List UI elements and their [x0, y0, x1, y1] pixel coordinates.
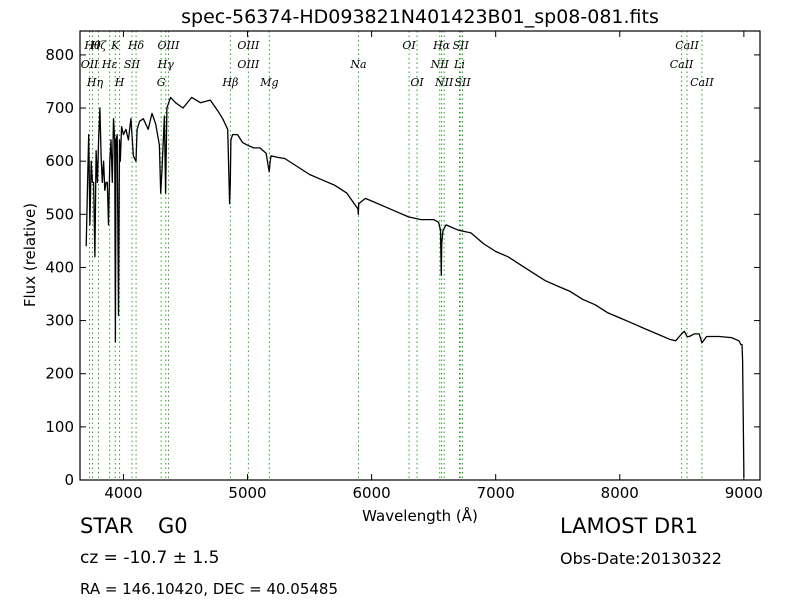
line-label-2-0: Hη — [86, 76, 104, 89]
y-tick-label-7: 700 — [45, 99, 74, 117]
line-label-13-1: OIII — [237, 58, 260, 71]
x-tick-label-4: 8000 — [601, 484, 639, 502]
y-tick-label-0: 0 — [64, 471, 74, 489]
line-label-13-0: OIII — [237, 39, 260, 52]
line-label-11-0: G — [157, 76, 166, 89]
x-tick-label-0: 4000 — [104, 484, 142, 502]
line-label-22-0: Li — [453, 58, 465, 71]
line-label-19-0: NII — [430, 58, 450, 71]
axes: 4000 5000 6000 7000 8000 9000 0 100 200 300 400 500… — [45, 31, 763, 502]
line-label-6-0: SII — [124, 58, 141, 71]
line-label-10-0: Hγ — [157, 58, 175, 71]
line-label-20-0: NII — [434, 76, 454, 89]
line-label-1-0: Hθ — [83, 39, 101, 52]
y-tick-label-6: 600 — [45, 152, 74, 170]
y-tick-label-1: 100 — [45, 418, 74, 436]
x-tick-label-5: 9000 — [725, 484, 763, 502]
y-axis-label: Flux (relative) — [21, 203, 39, 307]
line-label-7-0: H — [114, 76, 125, 89]
y-tick-label-4: 400 — [45, 258, 74, 276]
object-class: STAR — [80, 514, 134, 538]
line-label-9-0: OIII — [157, 39, 180, 52]
line-label-0-0: OII — [81, 58, 99, 71]
line-label-8-0: Hδ — [127, 39, 145, 52]
redshift-cz: cz = -10.7 ± 1.5 — [80, 548, 220, 568]
plot-area: OII Hθ Hη Hζ Hε K SII H Hδ OIII Hγ G Hβ OIII OIII Mg Na O… — [81, 31, 745, 480]
ra-dec-coordinates: RA = 146.10420, DEC = 40.05485 — [80, 580, 339, 598]
x-tick-label-3: 7000 — [477, 484, 515, 502]
spectrum-line — [85, 96, 745, 478]
plot-frame — [79, 30, 761, 481]
line-label-26-0: CaII — [690, 76, 714, 89]
y-tick-label-8: 800 — [45, 46, 74, 64]
line-label-5-0: K — [110, 39, 120, 52]
line-label-18-0: Hα — [432, 39, 451, 52]
line-label-15-0: Na — [349, 58, 366, 71]
line-label-21-0: SII — [453, 39, 470, 52]
y-tick-label-3: 300 — [45, 312, 74, 330]
line-label-14-0: Mg — [259, 76, 278, 89]
observation-date: Obs-Date:20130322 — [560, 549, 722, 568]
line-label-23-0: SII — [454, 76, 471, 89]
survey-name: LAMOST DR1 — [560, 514, 699, 538]
x-axis-label: Wavelength (Å) — [362, 506, 478, 525]
line-label-24-0: CaII — [675, 39, 699, 52]
x-tick-label-1: 5000 — [228, 484, 266, 502]
line-label-12-0: Hβ — [221, 76, 238, 89]
line-label-4-0: Hε — [101, 58, 118, 71]
line-label-3-0: Hζ — [90, 39, 108, 52]
line-label-17-0: OI — [410, 76, 424, 89]
y-tick-label-2: 200 — [45, 365, 74, 383]
x-tick-label-2: 6000 — [353, 484, 391, 502]
line-label-25-0: CaII — [670, 58, 694, 71]
y-tick-label-5: 500 — [45, 205, 74, 223]
line-label-16-0: OI — [402, 39, 416, 52]
object-subclass: G0 — [158, 514, 188, 538]
chart-title: spec-56374-HD093821N401423B01_sp08-081.f… — [181, 6, 659, 28]
